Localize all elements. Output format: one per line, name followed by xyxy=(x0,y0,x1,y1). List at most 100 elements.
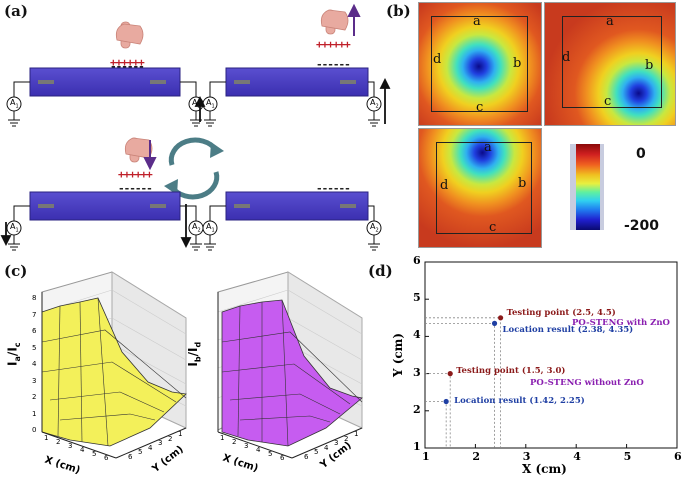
colorbar-gradient xyxy=(576,144,600,230)
z-tick-label: 7 xyxy=(32,310,37,319)
z-tick-label: 2 xyxy=(32,393,37,401)
z-tick-label: 8 xyxy=(32,294,37,302)
axis-tick-label: 3 xyxy=(68,442,73,450)
potential-map-1 xyxy=(418,2,542,126)
z-tick-label: 0 xyxy=(32,426,37,434)
side-label-d-3: d xyxy=(440,178,449,193)
axis-tick-label: 6 xyxy=(104,454,109,462)
axis-tick-label: 2 xyxy=(56,438,61,446)
point-label: Testing point (2.5, 4.5) xyxy=(506,307,616,318)
panel-label-b: (b) xyxy=(386,2,411,20)
side-label-b-3: b xyxy=(518,176,527,191)
colorbar-min-label: -200 xyxy=(624,218,660,234)
axis-tick-label: 6 xyxy=(128,452,133,461)
side-label-a-2: a xyxy=(606,14,614,29)
side-label-b-1: b xyxy=(513,56,522,71)
charges-negative-4: ------ xyxy=(316,182,351,195)
y-tick-label: 5 xyxy=(413,291,421,305)
potential-map-3 xyxy=(418,128,542,248)
side-label-d-2: d xyxy=(562,50,571,65)
axis-tick-label: 5 xyxy=(92,450,97,458)
y-tick-label: 2 xyxy=(413,402,421,416)
axis-tick-label: 1 xyxy=(44,434,49,442)
guide-line xyxy=(425,317,501,448)
axis-tick-label: 2 xyxy=(168,434,173,443)
plot-frame xyxy=(424,261,678,449)
ammeter-label-4: A2 xyxy=(370,98,379,110)
data-point xyxy=(443,398,449,405)
z-tick-label: 5 xyxy=(32,343,37,352)
ammeter-label-2: A2 xyxy=(192,98,201,110)
panel-label-c: (c) xyxy=(4,262,28,280)
d-y-axis-label: Y (cm) xyxy=(391,332,406,378)
potential-map-2 xyxy=(544,2,676,126)
axis-tick-label: 1 xyxy=(220,434,225,442)
side-label-a-1: a xyxy=(473,14,481,29)
axis-tick-label: 1 xyxy=(354,430,359,438)
axis-tick-label: 6 xyxy=(280,454,285,462)
y-tick-label: 6 xyxy=(413,254,421,267)
point-label: Location result (1.42, 2.25) xyxy=(454,395,585,406)
y-tick-label: 3 xyxy=(413,365,421,379)
electrode-box-1 xyxy=(431,16,528,112)
side-label-a-3: a xyxy=(484,140,492,155)
charges-positive-3: ++++++ xyxy=(118,168,153,181)
ammeter-label-8: A2 xyxy=(370,222,379,234)
x-tick-label: 5 xyxy=(623,450,632,463)
side-label-c-3: c xyxy=(489,220,497,235)
ammeter-label-7: A1 xyxy=(206,222,215,234)
x-tick-label: 3 xyxy=(522,450,531,463)
point-label: Location result (2.38, 4.35) xyxy=(502,325,634,336)
electrode-box-2 xyxy=(562,16,662,108)
x-tick-label: 2 xyxy=(472,450,481,463)
axis-tick-label: 3 xyxy=(244,442,249,450)
axis-tick-label: 2 xyxy=(232,438,237,446)
panel-label-a: (a) xyxy=(4,2,28,20)
side-label-c-2: c xyxy=(604,94,612,109)
z-tick-label: 4 xyxy=(32,360,37,368)
side-label-b-2: b xyxy=(645,58,654,73)
series-annotation: PO-STENG with ZnO xyxy=(572,318,670,328)
axis-tick-label: 4 xyxy=(324,443,329,452)
z-tick-label: 6 xyxy=(32,327,37,335)
charges-negative-3: ------ xyxy=(118,182,153,195)
side-label-d-1: d xyxy=(433,52,442,67)
ammeter-label-5: A1 xyxy=(10,222,19,234)
panel-label-d: (d) xyxy=(368,262,393,280)
charges-positive-2: ++++++ xyxy=(316,38,351,51)
x-tick-label: 4 xyxy=(573,450,581,463)
ammeter-label-3: A1 xyxy=(206,98,215,110)
point-label: Testing point (1.5, 3.0) xyxy=(456,365,566,376)
charges-negative-1: ------ xyxy=(110,60,145,73)
y-tick-label: 4 xyxy=(413,328,421,342)
z-tick-label: 3 xyxy=(32,376,37,385)
z-tick-label: 1 xyxy=(32,409,37,418)
axis-tick-label: 3 xyxy=(158,439,163,447)
axis-tick-label: 3 xyxy=(334,439,339,447)
colorbar-max-label: 0 xyxy=(636,146,646,162)
surface-plot-right xyxy=(217,271,363,459)
axis-tick-label: 1 xyxy=(178,430,183,438)
surface-plot-left xyxy=(41,271,187,459)
y-tick-label: 1 xyxy=(413,440,421,453)
ammeter-label-1: A1 xyxy=(10,98,19,110)
axis-tick-label: 4 xyxy=(80,446,85,454)
data-point xyxy=(498,315,504,321)
side-label-c-1: c xyxy=(476,100,484,115)
axis-tick-label: 6 xyxy=(304,452,309,461)
d-x-axis-label: X (cm) xyxy=(522,462,567,476)
axis-tick-label: 4 xyxy=(256,446,261,454)
axis-tick-label: 4 xyxy=(148,443,153,452)
z-ticks-left: 0 1 2 3 4 5 6 7 8 xyxy=(32,294,42,434)
series-annotation: PO-STENG without ZnO xyxy=(530,378,644,388)
data-point xyxy=(491,320,498,326)
x-tick-label: 6 xyxy=(674,450,682,463)
electrode-box-3 xyxy=(436,142,532,234)
charges-positive-1: ++++++ xyxy=(110,56,145,69)
charges-negative-2: ------ xyxy=(316,58,351,71)
data-point xyxy=(447,371,453,377)
axis-tick-label: 5 xyxy=(138,448,143,456)
axis-tick-label: 5 xyxy=(268,450,273,458)
